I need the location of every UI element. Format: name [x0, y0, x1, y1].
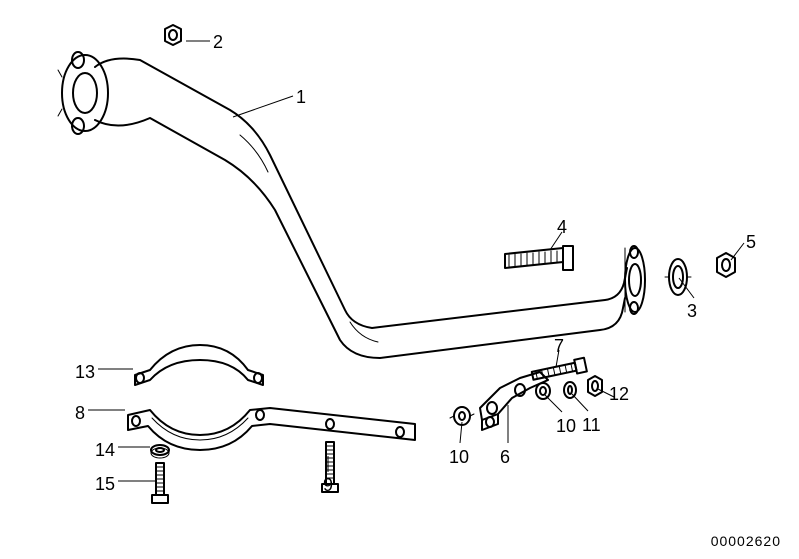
callout-6: 6: [500, 447, 510, 468]
callout-5: 5: [746, 232, 756, 253]
leader-lines: [88, 41, 744, 481]
callout-2: 2: [213, 32, 223, 53]
callout-13: 13: [75, 362, 95, 383]
callout-4: 4: [557, 217, 567, 238]
callout-10: 10: [449, 447, 469, 468]
diagram-artwork: [0, 0, 799, 559]
drawing-id: 00002620: [711, 533, 781, 549]
callout-12: 12: [609, 384, 629, 405]
callout-1: 1: [296, 87, 306, 108]
callout-7: 7: [554, 336, 564, 357]
callout-10b: 10: [556, 416, 576, 437]
callout-11: 11: [582, 415, 601, 436]
callout-8: 8: [75, 403, 85, 424]
diagram-stage: 12345678910101112131415 00002620: [0, 0, 799, 559]
callout-3: 3: [687, 301, 697, 322]
callout-14: 14: [95, 440, 115, 461]
callout-9: 9: [323, 475, 333, 496]
callout-15: 15: [95, 474, 115, 495]
